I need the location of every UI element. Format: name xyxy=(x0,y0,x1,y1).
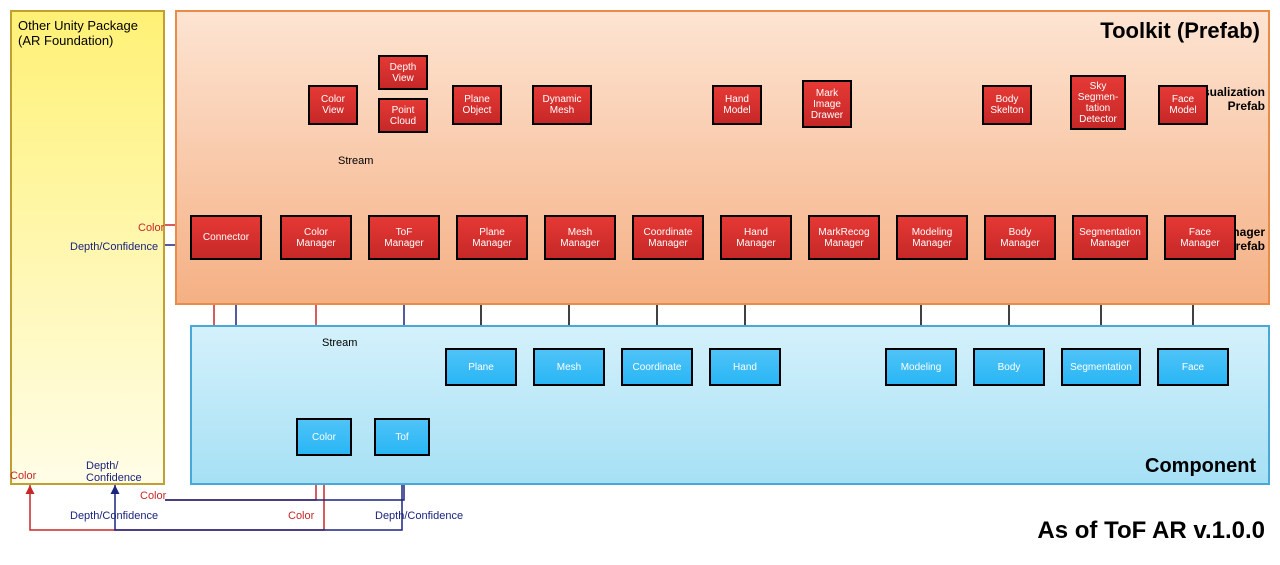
mesh: Mesh xyxy=(533,348,605,386)
stream-label-top: Stream xyxy=(338,155,373,167)
color: Color xyxy=(296,418,352,456)
hand-manager: HandManager xyxy=(720,215,792,260)
tof-manager: ToFManager xyxy=(368,215,440,260)
modeling-manager: ModelingManager xyxy=(896,215,968,260)
sky-seg-detector: SkySegmen-tationDetector xyxy=(1070,75,1126,130)
link-label-color_conn: Color xyxy=(140,490,166,502)
body-skelton: BodySkelton xyxy=(982,85,1032,125)
body-manager: BodyManager xyxy=(984,215,1056,260)
point-cloud: PointCloud xyxy=(378,98,428,133)
body: Body xyxy=(973,348,1045,386)
link-label-color_mgr: Color xyxy=(288,510,314,522)
depth-view: DepthView xyxy=(378,55,428,90)
mark-image-drawer: MarkImageDrawer xyxy=(802,80,852,128)
segmentation: Segmentation xyxy=(1061,348,1141,386)
link-label-depth_conn: Depth/Confidence xyxy=(70,510,158,522)
link-label-depth_mgr: Depth/Confidence xyxy=(375,510,463,522)
component-title: Component xyxy=(1145,455,1256,478)
mesh-manager: MeshManager xyxy=(544,215,616,260)
color-view: ColorView xyxy=(308,85,358,125)
connector: Connector xyxy=(190,215,262,260)
hand: Hand xyxy=(709,348,781,386)
markrecog-manager: MarkRecogManager xyxy=(808,215,880,260)
tof: Tof xyxy=(374,418,430,456)
unity-io-label-3: Depth/ Confidence xyxy=(86,460,142,484)
modeling: Modeling xyxy=(885,348,957,386)
toolkit-title: Toolkit (Prefab) xyxy=(1100,18,1260,44)
unity-io-label-0: Color xyxy=(138,222,164,234)
unity-io-label-1: Depth/Confidence xyxy=(70,241,158,253)
dynamic-mesh: DynamicMesh xyxy=(532,85,592,125)
coordinate-manager: CoordinateManager xyxy=(632,215,704,260)
face: Face xyxy=(1157,348,1229,386)
seg-manager: SegmentationManager xyxy=(1072,215,1148,260)
unity-io-label-2: Color xyxy=(10,470,36,482)
plane: Plane xyxy=(445,348,517,386)
stream-label-bottom: Stream xyxy=(322,337,357,349)
face-manager: FaceManager xyxy=(1164,215,1236,260)
unity-package-heading: Other Unity Package (AR Foundation) xyxy=(18,18,148,48)
hand-model: HandModel xyxy=(712,85,762,125)
version-label: As of ToF AR v.1.0.0 xyxy=(1037,517,1265,545)
plane-object: PlaneObject xyxy=(452,85,502,125)
face-model: FaceModel xyxy=(1158,85,1208,125)
plane-manager: PlaneManager xyxy=(456,215,528,260)
coordinate: Coordinate xyxy=(621,348,693,386)
color-manager: ColorManager xyxy=(280,215,352,260)
